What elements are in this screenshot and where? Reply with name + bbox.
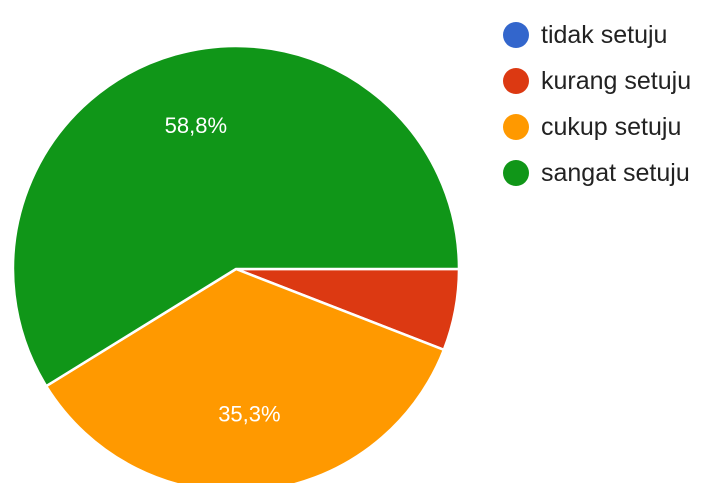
legend-label-kurang-setuju: kurang setuju	[541, 66, 692, 95]
pie-slice-labels: 35,3% 58,8%	[165, 113, 281, 426]
pie-slice-cukup-setuju[interactable]	[44, 267, 446, 483]
pie-slice-sangat-setuju[interactable]	[11, 44, 461, 388]
legend-swatch-kurang-setuju	[503, 68, 529, 94]
legend-label-sangat-setuju: sangat setuju	[541, 158, 690, 187]
legend-item-kurang-setuju[interactable]: kurang setuju	[503, 58, 691, 104]
legend-item-sangat-setuju[interactable]: sangat setuju	[503, 150, 691, 196]
chart-legend: tidak setuju kurang setuju cukup setuju …	[503, 12, 691, 196]
legend-item-cukup-setuju[interactable]: cukup setuju	[503, 104, 691, 150]
legend-swatch-cukup-setuju	[503, 114, 529, 140]
legend-label-cukup-setuju: cukup setuju	[541, 112, 682, 141]
legend-swatch-sangat-setuju	[503, 160, 529, 186]
legend-item-tidak-setuju[interactable]: tidak setuju	[503, 12, 691, 58]
slice-value-label-sangat-setuju: 58,8%	[165, 113, 227, 138]
legend-label-tidak-setuju: tidak setuju	[541, 20, 668, 49]
slice-value-label-cukup-setuju: 35,3%	[218, 401, 280, 426]
pie-slices	[11, 44, 461, 483]
legend-swatch-tidak-setuju	[503, 22, 529, 48]
